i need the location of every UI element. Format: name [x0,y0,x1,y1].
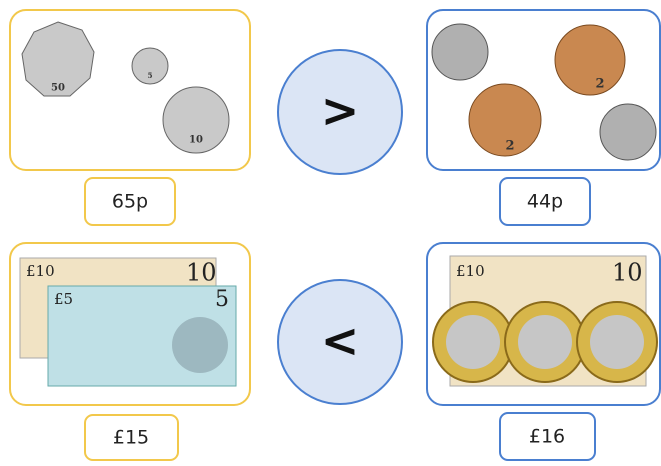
note-label: £10 [456,262,485,280]
amount: £15 [113,427,149,449]
coin [432,24,488,80]
coin-label: 5 [148,71,153,80]
note-label: £5 [54,290,73,308]
note-label: 10 [186,259,217,287]
coin [555,25,625,95]
coin-label: 50 [51,83,65,94]
note-label: 5 [215,287,229,312]
comparison-symbol: > [321,84,360,138]
amount: £16 [529,426,565,448]
coin-centre [446,315,500,369]
coin-label: 2 [505,139,514,154]
coin-label: 2 [595,77,604,92]
coin-label: 10 [189,135,203,146]
note-label: 10 [612,259,643,287]
worksheet: 50 5 10 65p > 2 2 44p £10 10 £5 5 £15 < … [0,0,661,466]
coin-centre [518,315,572,369]
comparison-symbol: < [321,314,360,368]
portrait [172,317,228,373]
coin [600,104,656,160]
amount: 44p [527,191,563,213]
coin-centre [590,315,644,369]
amount: 65p [112,191,148,213]
note-label: £10 [26,262,55,280]
